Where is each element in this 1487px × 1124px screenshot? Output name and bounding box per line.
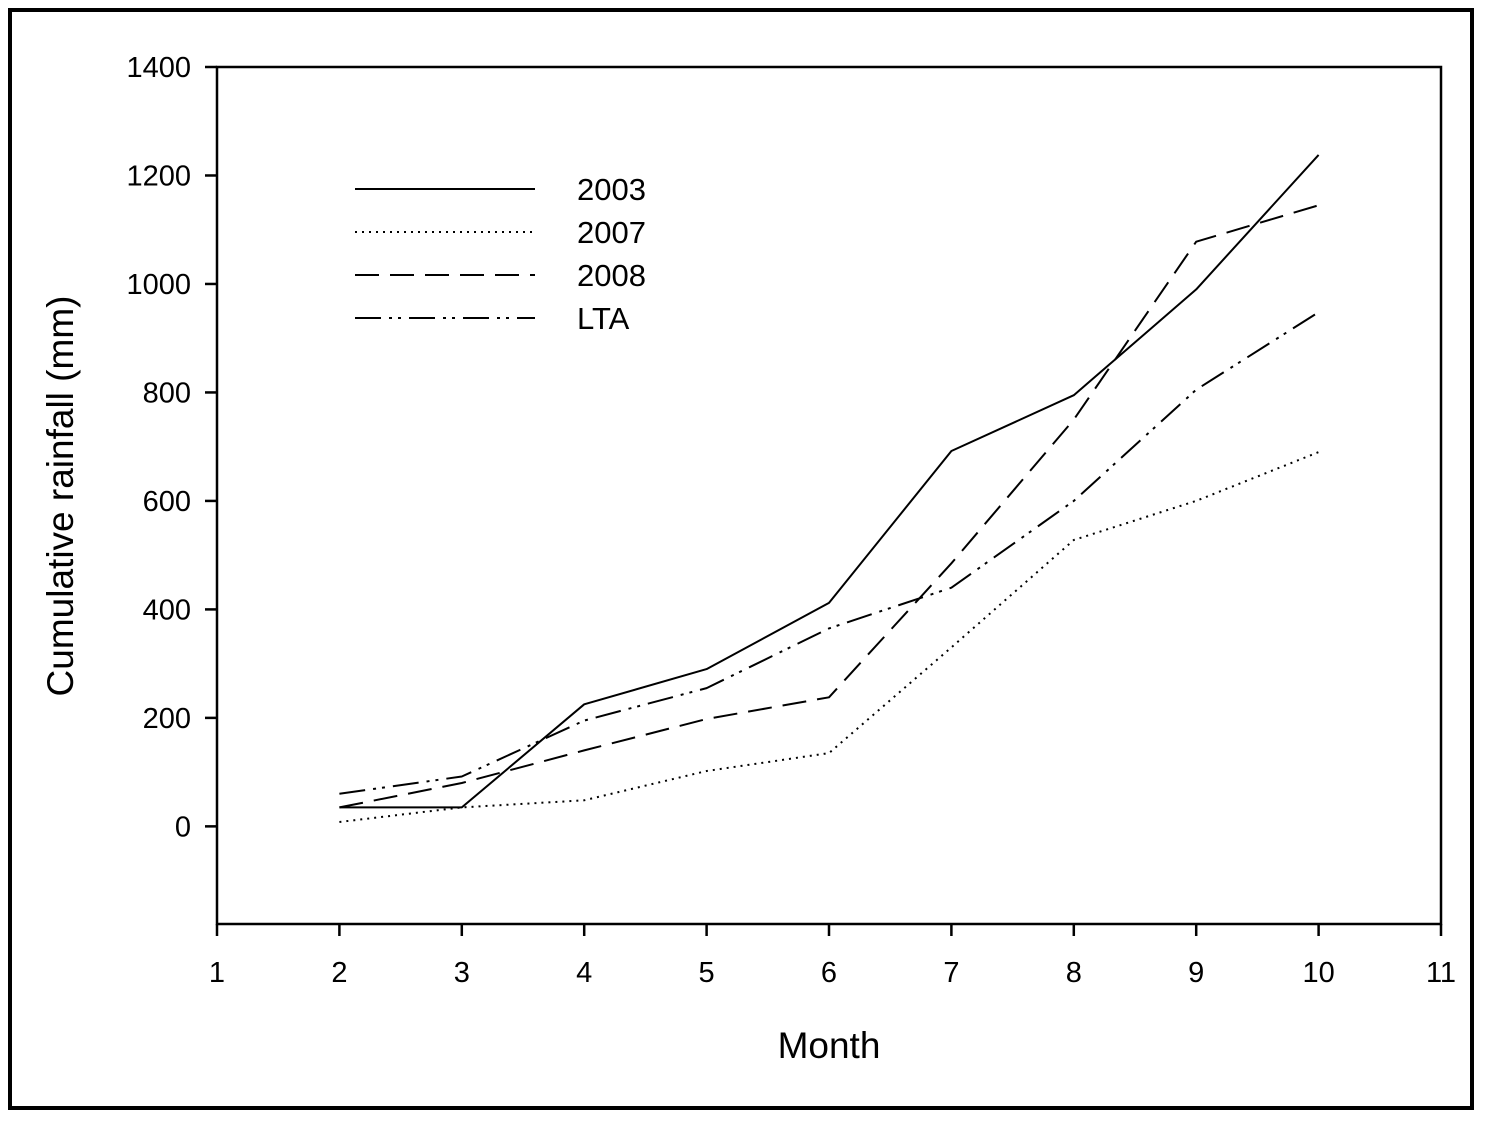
x-tick-label: 9 [1188, 957, 1204, 989]
y-tick-label: 0 [175, 811, 191, 843]
legend-label-2008: 2008 [577, 258, 646, 293]
series-line-lta [339, 311, 1320, 795]
y-tick-label: 1200 [126, 160, 191, 192]
x-tick-label: 1 [209, 957, 225, 989]
x-axis-ticks: 1 2 3 4 5 6 7 8 9 10 11 [209, 924, 1456, 989]
legend-label-2003: 2003 [577, 172, 646, 207]
x-tick-label: 11 [1426, 957, 1456, 989]
x-tick-label: 10 [1302, 957, 1334, 989]
x-tick-label: 6 [821, 957, 837, 989]
series-line-2008 [339, 204, 1319, 809]
y-tick-label: 800 [143, 377, 191, 409]
x-tick-label: 8 [1066, 957, 1082, 989]
series-line-2007 [339, 451, 1319, 823]
x-tick-label: 7 [943, 957, 959, 989]
x-tick-label: 4 [576, 957, 592, 989]
plot-area [215, 65, 1443, 926]
series-lines [339, 154, 1320, 823]
series-line-2003 [339, 154, 1320, 809]
y-tick-label: 600 [143, 486, 191, 518]
x-tick-label: 2 [331, 957, 347, 989]
y-tick-label: 1000 [126, 269, 191, 301]
y-tick-label: 200 [143, 703, 191, 735]
x-axis-title: Month [778, 1025, 881, 1066]
figure-frame [8, 8, 1474, 1110]
legend-label-2007: 2007 [577, 215, 646, 250]
y-axis-title: Cumulative rainfall (mm) [40, 296, 81, 697]
legend: 2003 2007 2008 LTA [355, 172, 646, 336]
y-tick-label: 1400 [126, 52, 191, 84]
y-tick-label: 400 [143, 594, 191, 626]
y-axis-ticks: 0 200 400 600 800 1000 1200 1400 [126, 52, 217, 843]
legend-label-lta: LTA [577, 301, 630, 336]
x-tick-label: 3 [454, 957, 470, 989]
x-tick-label: 5 [699, 957, 715, 989]
